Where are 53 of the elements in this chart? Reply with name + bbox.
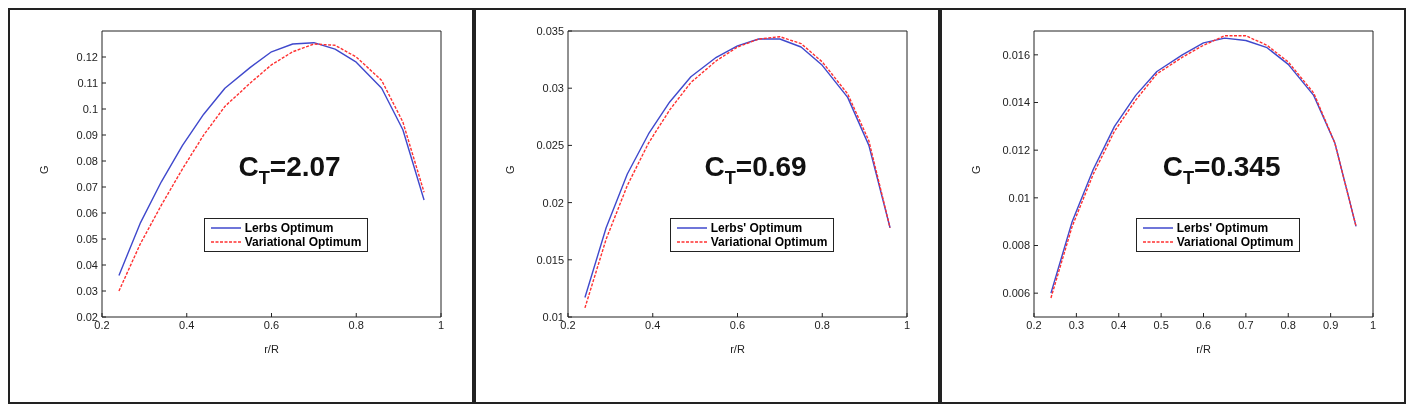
y-tick-label: 0.09 — [76, 128, 98, 141]
legend-label: Variational Optimum — [244, 235, 362, 249]
x-tick-label: 0.4 — [179, 318, 195, 331]
y-tick-label: 0.1 — [82, 102, 98, 115]
x-tick-label: 0.7 — [1238, 318, 1254, 331]
y-axis-title: G — [503, 165, 516, 174]
y-tick-label: 0.02 — [542, 196, 564, 209]
x-tick-label: 0.6 — [729, 318, 746, 331]
legend-label: Lerbs Optimum — [244, 221, 334, 235]
x-tick-label: 0.3 — [1068, 318, 1085, 331]
legend-label: Variational Optimum — [1176, 235, 1294, 249]
x-tick-label: 0.6 — [263, 318, 280, 331]
y-tick-label: 0.035 — [536, 24, 564, 37]
y-axis-title: G — [37, 165, 50, 174]
y-axis-title: G — [969, 165, 982, 174]
y-tick-label: 0.014 — [1002, 96, 1030, 109]
legend-label: Lerbs' Optimum — [710, 221, 803, 235]
y-tick-label: 0.06 — [76, 206, 98, 219]
x-tick-label: 1 — [903, 318, 911, 331]
annotation: C$_{T}$=2.07 — [238, 151, 341, 189]
y-tick-label: 0.015 — [536, 253, 564, 266]
x-tick-label: 1 — [437, 318, 445, 331]
x-axis-title: r/R — [1196, 343, 1211, 355]
annotation: C$_{T}$=0.345 — [1162, 151, 1281, 189]
x-axis-title: r/R — [730, 343, 745, 355]
y-tick-label: 0.012 — [1002, 144, 1030, 157]
y-tick-label: 0.006 — [1002, 287, 1030, 300]
legend-label: Variational Optimum — [710, 235, 828, 249]
y-tick-label: 0.03 — [542, 82, 564, 95]
y-tick-label: 0.12 — [76, 50, 98, 63]
y-tick-label: 0.008 — [1002, 239, 1030, 252]
x-tick-label: 1 — [1369, 318, 1377, 331]
y-tick-label: 0.016 — [1002, 48, 1030, 61]
x-tick-label: 0.4 — [645, 318, 661, 331]
y-tick-label: 0.11 — [77, 76, 98, 89]
x-tick-label: 0.9 — [1322, 318, 1339, 331]
x-tick-label: 0.2 — [1026, 318, 1042, 331]
x-axis-title: r/R — [264, 343, 279, 355]
y-tick-label: 0.04 — [76, 258, 98, 271]
y-tick-label: 0.07 — [76, 180, 98, 193]
y-tick-label: 0.025 — [536, 139, 564, 152]
x-tick-label: 0.6 — [1195, 318, 1212, 331]
x-tick-label: 0.8 — [1280, 318, 1296, 331]
legend-label: Lerbs' Optimum — [1176, 221, 1269, 235]
x-tick-label: 0.8 — [348, 318, 364, 331]
x-tick-label: 0.5 — [1153, 318, 1169, 331]
y-tick-label: 0.08 — [76, 154, 98, 167]
y-tick-label: 0.05 — [76, 232, 98, 245]
y-tick-label: 0.03 — [76, 284, 98, 297]
y-tick-label: 0.01 — [1008, 191, 1030, 204]
x-tick-label: 0.4 — [1111, 318, 1127, 331]
x-tick-label: 0.8 — [814, 318, 830, 331]
annotation: C$_{T}$=0.69 — [704, 151, 807, 189]
